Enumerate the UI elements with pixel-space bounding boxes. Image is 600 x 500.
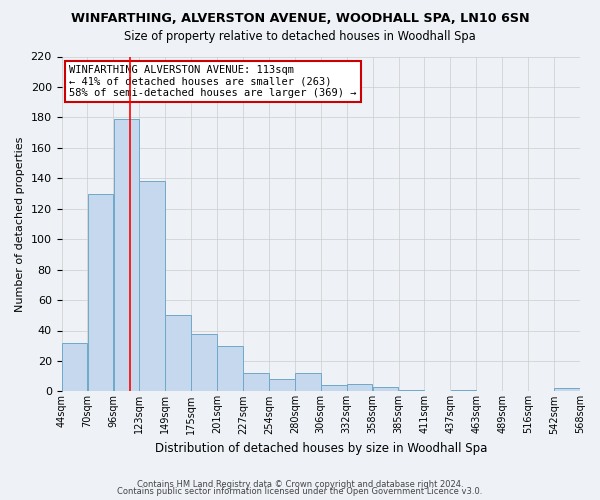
- Bar: [398, 390, 424, 392]
- Bar: [217, 346, 243, 392]
- Bar: [62, 342, 88, 392]
- Bar: [295, 373, 320, 392]
- Bar: [243, 373, 269, 392]
- Bar: [113, 119, 139, 392]
- Text: Contains public sector information licensed under the Open Government Licence v3: Contains public sector information licen…: [118, 488, 482, 496]
- Bar: [373, 387, 398, 392]
- Text: Size of property relative to detached houses in Woodhall Spa: Size of property relative to detached ho…: [124, 30, 476, 43]
- Bar: [321, 386, 347, 392]
- Bar: [451, 390, 476, 392]
- Text: WINFARTHING ALVERSTON AVENUE: 113sqm
← 41% of detached houses are smaller (263)
: WINFARTHING ALVERSTON AVENUE: 113sqm ← 4…: [70, 65, 357, 98]
- Bar: [554, 388, 580, 392]
- Bar: [88, 194, 113, 392]
- Bar: [139, 182, 165, 392]
- X-axis label: Distribution of detached houses by size in Woodhall Spa: Distribution of detached houses by size …: [155, 442, 487, 455]
- Bar: [269, 379, 295, 392]
- Text: Contains HM Land Registry data © Crown copyright and database right 2024.: Contains HM Land Registry data © Crown c…: [137, 480, 463, 489]
- Bar: [166, 316, 191, 392]
- Text: WINFARTHING, ALVERSTON AVENUE, WOODHALL SPA, LN10 6SN: WINFARTHING, ALVERSTON AVENUE, WOODHALL …: [71, 12, 529, 26]
- Bar: [347, 384, 373, 392]
- Bar: [191, 334, 217, 392]
- Y-axis label: Number of detached properties: Number of detached properties: [15, 136, 25, 312]
